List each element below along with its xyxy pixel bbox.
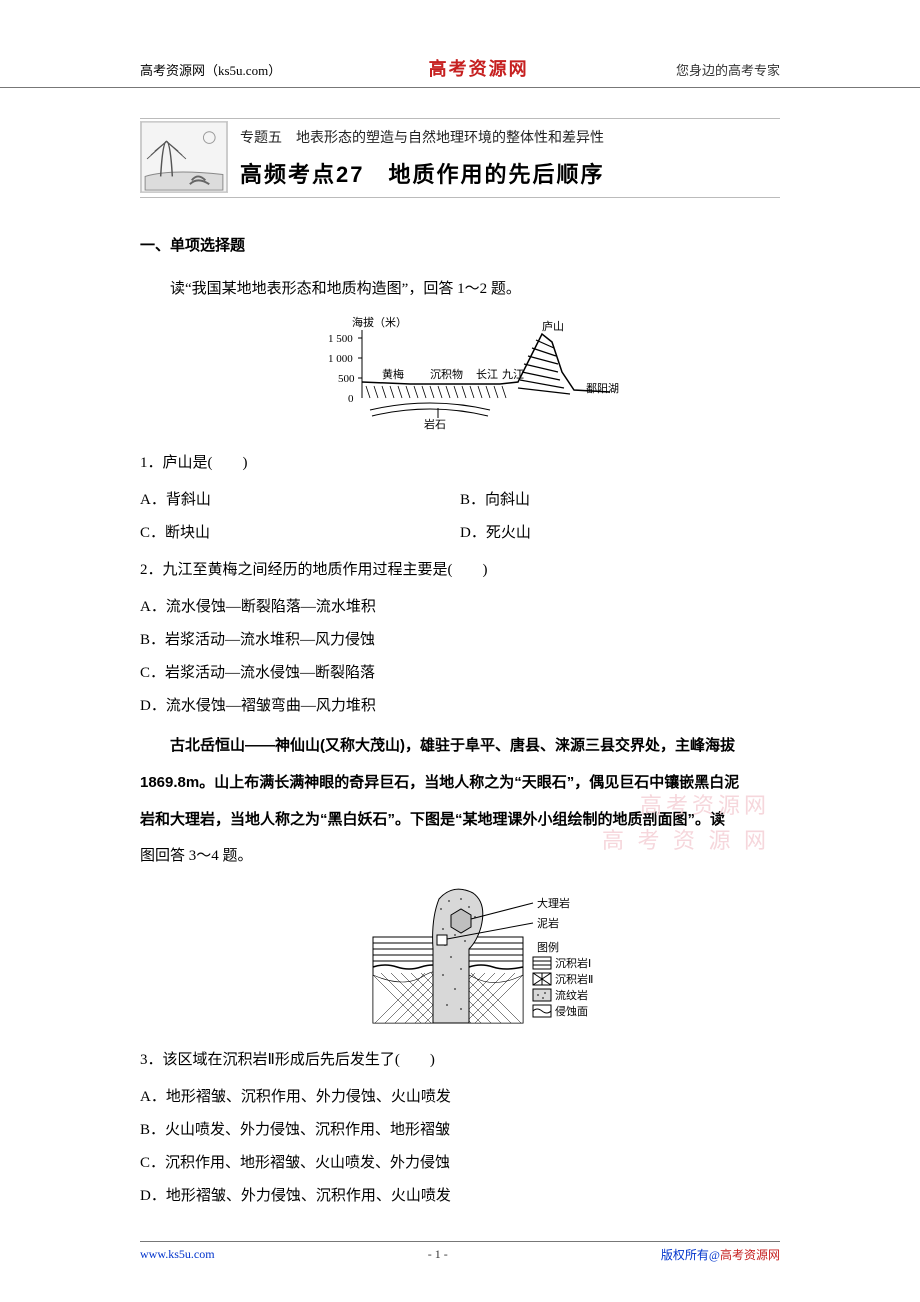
site-name: 高考资源网（ks5u.com） bbox=[140, 60, 281, 79]
fig2-label-mudstone: 泥岩 bbox=[537, 916, 559, 930]
fig1-label-jiujiang: 九江 bbox=[502, 368, 524, 381]
intro-q3q4-line1: 古北岳恒山——神仙山(又称大茂山)，雄驻于阜平、唐县、涞源三县交界处，主峰海拔 bbox=[140, 729, 780, 762]
footer-url[interactable]: www.ks5u.com bbox=[140, 1247, 215, 1262]
footer-copyright: 版权所有@高考资源网 bbox=[661, 1246, 780, 1263]
q1-option-c[interactable]: C．断块山 bbox=[140, 517, 460, 550]
q3-option-a[interactable]: A．地形褶皱、沉积作用、外力侵蚀、火山喷发 bbox=[140, 1081, 780, 1114]
q1-stem: 1．庐山是( ) bbox=[140, 447, 780, 480]
q1-option-b[interactable]: B．向斜山 bbox=[460, 484, 780, 517]
fig1-label-changjiang: 长江 bbox=[476, 368, 498, 381]
q2-stem: 2．九江至黄梅之间经历的地质作用过程主要是( ) bbox=[140, 554, 780, 587]
fig1-tick-500: 500 bbox=[338, 373, 355, 385]
q3-option-b[interactable]: B．火山喷发、外力侵蚀、沉积作用、地形褶皱 bbox=[140, 1114, 780, 1147]
q1-options-row2: C．断块山 D．死火山 bbox=[140, 517, 780, 550]
q2-option-d[interactable]: D．流水侵蚀—褶皱弯曲—风力堆积 bbox=[140, 690, 780, 723]
figure-2: 大理岩 泥岩 图例 沉积岩Ⅰ 沉积岩Ⅱ 流纹岩 侵蚀面 bbox=[210, 879, 780, 1034]
fig1-label-lushan: 庐山 bbox=[542, 319, 564, 333]
fig2-legend-1: 沉积岩Ⅰ bbox=[555, 956, 591, 970]
fig1-tick-1500: 1 500 bbox=[328, 333, 353, 345]
q1-option-a[interactable]: A．背斜山 bbox=[140, 484, 460, 517]
fig2-label-marble: 大理岩 bbox=[537, 896, 570, 910]
fig2-legend-2: 沉积岩Ⅱ bbox=[555, 972, 593, 986]
chapter-text: 专题五 地表形态的塑造与自然地理环境的整体性和差异性 高频考点27 地质作用的先… bbox=[240, 121, 780, 193]
q3-option-c[interactable]: C．沉积作用、地形褶皱、火山喷发、外力侵蚀 bbox=[140, 1147, 780, 1180]
fig1-label-sediment: 沉积物 bbox=[430, 367, 463, 381]
fig1-label-rock: 岩石 bbox=[424, 417, 446, 431]
intro-q3q4-line3: 岩和大理岩，当地人称之为“黑白妖石”。下图是“某地理课外小组绘制的地质剖面图”。… bbox=[140, 803, 780, 836]
site-brand: 高考资源网 bbox=[429, 55, 529, 81]
fig1-label-poyang: 鄱阳湖 bbox=[586, 382, 619, 395]
footer-copyright-brand: 高考资源网 bbox=[720, 1248, 780, 1262]
page-header: 高考资源网（ks5u.com） 高考资源网 您身边的高考专家 bbox=[0, 55, 920, 88]
intro-q3q4-line4: 图回答 3～4 题。 bbox=[140, 840, 780, 873]
figure-1: 海拔（米） 1 500 1 000 500 0 bbox=[140, 312, 780, 437]
q2-option-c[interactable]: C．岩浆活动—流水侵蚀—断裂陷落 bbox=[140, 657, 780, 690]
q3-option-d[interactable]: D．地形褶皱、外力侵蚀、沉积作用、火山喷发 bbox=[140, 1180, 780, 1213]
q1-options-row1: A．背斜山 B．向斜山 bbox=[140, 484, 780, 517]
footer-copyright-pre: 版权所有@ bbox=[661, 1248, 720, 1262]
fig1-tick-0: 0 bbox=[348, 393, 354, 405]
fig2-legend-4: 侵蚀面 bbox=[555, 1004, 588, 1018]
fig1-yaxis-label: 海拔（米） bbox=[352, 315, 407, 329]
q2-option-a[interactable]: A．流水侵蚀—断裂陷落—流水堆积 bbox=[140, 591, 780, 624]
q3-stem: 3．该区域在沉积岩Ⅱ形成后先后发生了( ) bbox=[140, 1044, 780, 1077]
fig1-tick-1000: 1 000 bbox=[328, 353, 353, 365]
chapter-subtitle: 专题五 地表形态的塑造与自然地理环境的整体性和差异性 bbox=[240, 127, 780, 147]
footer-page-number: - 1 - bbox=[428, 1247, 448, 1262]
content-area: 专题五 地表形态的塑造与自然地理环境的整体性和差异性 高频考点27 地质作用的先… bbox=[0, 88, 920, 1213]
page-footer: www.ks5u.com - 1 - 版权所有@高考资源网 bbox=[140, 1241, 780, 1263]
chapter-title: 高频考点27 地质作用的先后顺序 bbox=[240, 157, 780, 189]
fig1-label-huangmei: 黄梅 bbox=[382, 367, 404, 381]
chapter-header: 专题五 地表形态的塑造与自然地理环境的整体性和差异性 高频考点27 地质作用的先… bbox=[140, 118, 780, 198]
section-heading: 一、单项选择题 bbox=[140, 234, 780, 255]
site-slogan: 您身边的高考专家 bbox=[676, 60, 780, 79]
chapter-icon bbox=[140, 121, 228, 193]
q2-option-b[interactable]: B．岩浆活动—流水堆积—风力侵蚀 bbox=[140, 624, 780, 657]
q1-option-d[interactable]: D．死火山 bbox=[460, 517, 780, 550]
intro-q3q4-line2: 1869.8m。山上布满长满神眼的奇异巨石，当地人称之为“天眼石”，偶见巨石中镶… bbox=[140, 766, 780, 799]
intro-q1q2: 读“我国某地地表形态和地质构造图”，回答 1～2 题。 bbox=[140, 273, 780, 306]
fig2-legend-3: 流纹岩 bbox=[555, 988, 588, 1002]
fig2-legend-title: 图例 bbox=[537, 940, 559, 954]
